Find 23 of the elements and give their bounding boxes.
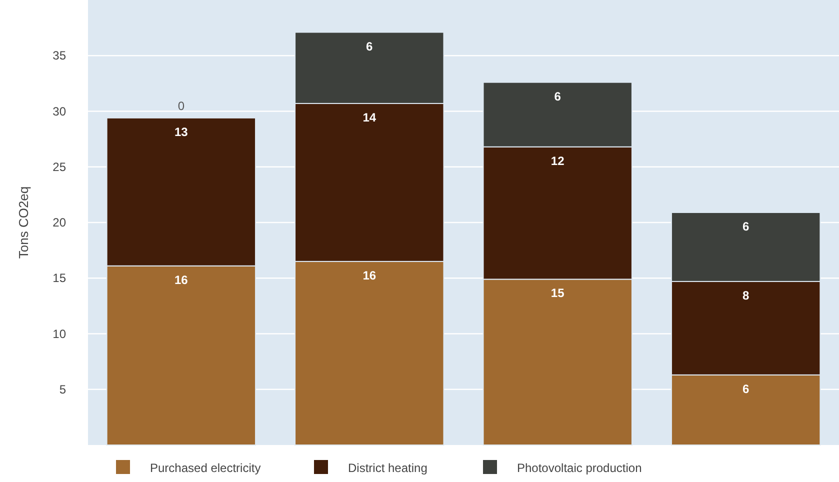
data-label: 13 <box>174 124 188 139</box>
data-label: 6 <box>366 39 374 54</box>
data-label: 16 <box>362 268 376 282</box>
y-tick-label: 25 <box>52 160 66 174</box>
data-label: 6 <box>554 89 562 104</box>
data-label: 6 <box>742 382 750 396</box>
y-tick-label: 5 <box>59 382 66 396</box>
y-tick-label: 30 <box>52 104 66 118</box>
legend-label: Photovoltaic production <box>517 461 642 475</box>
legend-label: Purchased electricity <box>150 461 261 475</box>
y-tick-label: 20 <box>52 216 66 230</box>
y-axis-title: Tons CO2eq <box>16 186 31 259</box>
y-tick-label: 15 <box>52 271 66 286</box>
data-label: 0 <box>178 98 185 113</box>
data-label: 14 <box>362 110 376 124</box>
legend-label: District heating <box>348 461 428 475</box>
data-label: 15 <box>550 286 565 300</box>
data-label: 16 <box>174 272 188 287</box>
data-label: 6 <box>742 219 750 234</box>
y-tick-label: 10 <box>52 326 66 341</box>
data-label: 8 <box>742 288 750 302</box>
data-label: 12 <box>550 154 565 168</box>
y-tick-label: 35 <box>52 48 66 63</box>
